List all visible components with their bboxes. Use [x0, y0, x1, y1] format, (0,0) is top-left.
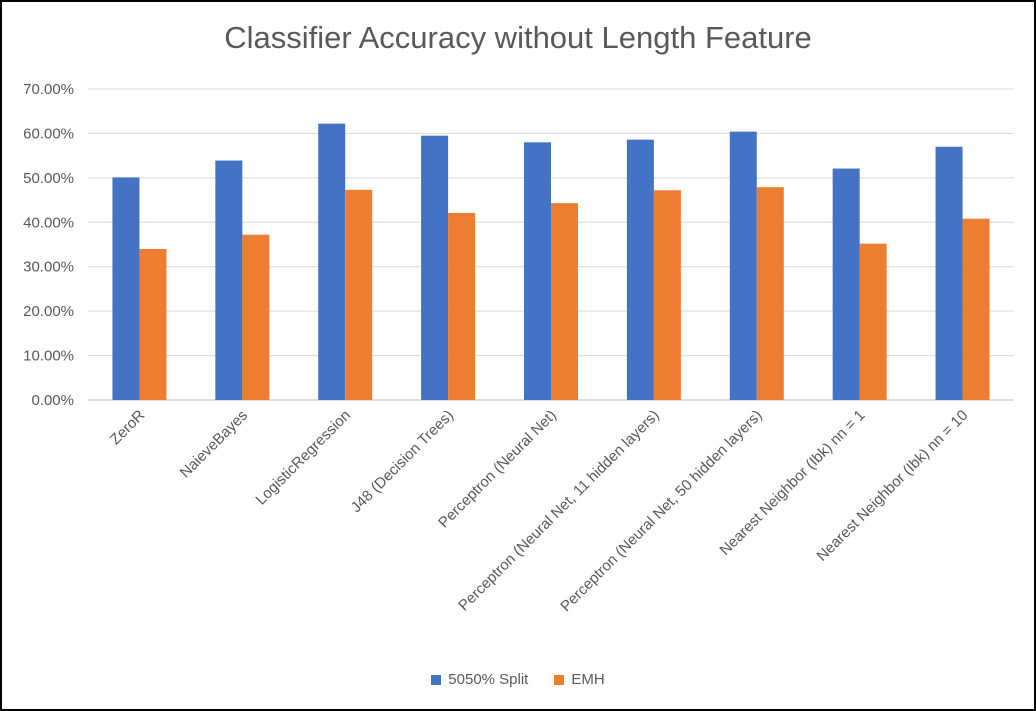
bar-emh [242, 234, 270, 400]
bar-emh [962, 218, 990, 400]
legend-label-split: 5050% Split [448, 671, 529, 688]
x-category-label: J48 (Decision Trees) [348, 407, 457, 516]
x-category-label: Perceptron (Neural Net, 11 hidden layers… [455, 407, 663, 615]
y-tick-label: 60.00% [23, 125, 74, 142]
bar-emh [653, 190, 681, 400]
y-tick-label: 10.00% [23, 348, 74, 365]
y-tick-label: 50.00% [23, 170, 74, 187]
x-category-label: NaieveBayes [177, 407, 252, 482]
bar-emh [551, 203, 578, 400]
legend-swatch-emh [554, 674, 565, 685]
bar-emh [756, 187, 784, 400]
legend-swatch-split [431, 674, 442, 685]
bar-split [318, 123, 346, 400]
x-category-label: Perceptron (Neural Net) [435, 407, 560, 532]
bar-split [215, 160, 243, 400]
legend: 5050% Split EMH [2, 671, 1034, 688]
bar-split [626, 139, 654, 401]
y-tick-label: 30.00% [23, 259, 74, 276]
legend-item-split: 5050% Split [431, 671, 528, 688]
bar-emh [139, 248, 167, 400]
y-tick-label: 20.00% [23, 303, 74, 320]
legend-label-emh: EMH [571, 671, 605, 688]
bar-emh [448, 212, 476, 400]
bar-split [524, 142, 551, 401]
bar-emh [859, 243, 887, 400]
bar-chart-plot: 0.00% 10.00% 20.00% 30.00% 40.00% 50.00% 60.00… [23, 81, 1014, 615]
bar-emh [345, 189, 373, 400]
x-category-label: LogisticRegression [252, 407, 354, 509]
y-tick-label: 0.00% [31, 392, 74, 409]
bar-split [112, 177, 140, 400]
bar-split [832, 168, 860, 400]
bar-split [935, 146, 963, 400]
y-tick-label: 70.00% [23, 81, 74, 98]
bar-split [729, 131, 757, 400]
bar-split [421, 135, 449, 400]
y-tick-label: 40.00% [23, 214, 74, 231]
x-category-label: Perceptron (Neural Net, 50 hidden layers… [557, 407, 765, 615]
chart-title: Classifier Accuracy without Length Featu… [224, 20, 812, 55]
x-category-label: ZeroR [107, 407, 149, 449]
legend-item-emh: EMH [554, 671, 605, 688]
